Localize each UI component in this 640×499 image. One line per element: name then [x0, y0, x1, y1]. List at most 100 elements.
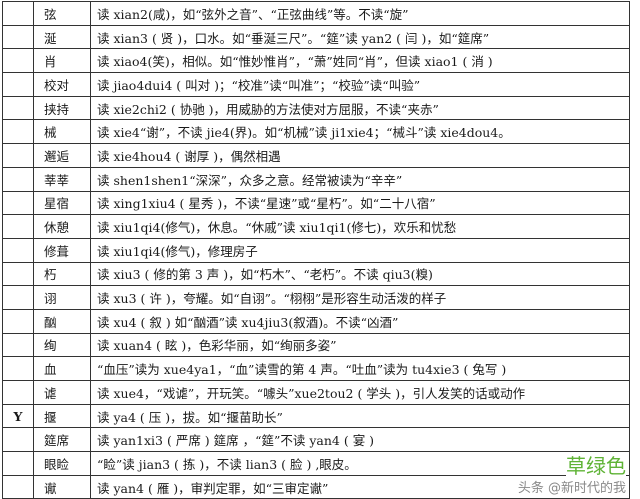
table-row: 莘莘 读 shen1shen1“深深”，众多之意。经常被读为“辛辛” — [2, 166, 630, 192]
row-note: 读 xiu1qi4(修气)，修理房子 — [97, 243, 258, 259]
row-letter-cell — [2, 1, 34, 26]
row-note: 读 xian3 ( 贤 )，口水。如“垂涎三尺”。“筵”读 yan2 ( 闫 )… — [97, 30, 490, 46]
row-note: 读 xie4“谢”，不读 jie4(界)。如“机械”读 ji1xie4；“械斗”… — [97, 125, 511, 141]
row-word: 肖 — [44, 54, 57, 70]
row-word: 酗 — [44, 314, 57, 330]
pronunciation-table: 弦 读 xian2(咸)，如“弦外之音”、“正弦曲线”等。不读“旋” 涎 读 xian… — [2, 1, 630, 499]
row-note: 读 yan4 ( 雁 )，审判定罪，如“三审定谳” — [97, 480, 329, 496]
table-row: 邂逅 读 xie4hou4 ( 谢厚 )，偶然相遇 — [2, 143, 630, 168]
row-word: 挟持 — [44, 101, 70, 117]
row-note: 读 xu3 ( 许 )，夸耀。如“自诩”。“栩栩”是形容生动活泼的样子 — [97, 291, 447, 307]
row-word-cell: 血 — [33, 356, 91, 381]
row-word-cell: 筵席 — [33, 427, 91, 453]
table-row: Y 揠 读 ya4 ( 压 )，拔。如“揠苗助长” — [2, 403, 630, 429]
table-row: 械 读 xie4“谢”，不读 jie4(界)。如“机械”读 ji1xie4；“械斗… — [2, 119, 630, 145]
row-note: “睑”读 jian3 ( 拣 )，不读 lian3 ( 脸 ) ,眼皮。 — [97, 456, 357, 472]
row-word: 谳 — [44, 480, 57, 496]
row-letter-cell — [2, 119, 34, 145]
row-note-cell: 读 xiu3 ( 修的第 3 声 )，如“朽木”、“老朽”。不读 qiu3(糗) — [90, 261, 630, 287]
row-letter-cell — [2, 261, 34, 287]
table-row: 挟持 读 xie2chi2 ( 协驰 )，用威胁的方法使对方屈服，不读“夹赤” — [2, 95, 630, 121]
table-row: 校对 读 jiao4dui4 ( 叫对 )；“校准”读“叫准”；“校验”读“叫验” — [2, 72, 630, 97]
row-word: 休憩 — [44, 220, 70, 236]
table-row: 诩 读 xu3 ( 许 )，夸耀。如“自诩”。“栩栩”是形容生动活泼的样子 — [2, 285, 630, 310]
row-note: 读 xue4，“戏谑”，开玩笑。“噱头”xue2tou2 ( 学头 )，引人发笑… — [97, 385, 526, 401]
row-note: 读 xiu3 ( 修的第 3 声 )，如“朽木”、“老朽”。不读 qiu3(糗) — [97, 267, 433, 283]
row-note: 读 xian2(咸)，如“弦外之音”、“正弦曲线”等。不读“旋” — [97, 6, 409, 22]
row-note-cell: 读 xu4 ( 叙 ) 如“酗酒”读 xu4jiu3(叙酒)。不读“凶酒” — [90, 308, 630, 334]
row-word-cell: 校对 — [33, 72, 91, 97]
row-word: 涎 — [44, 30, 57, 46]
row-word-cell: 休憩 — [33, 214, 91, 239]
row-word-cell: 械 — [33, 119, 91, 145]
row-note-cell: 读 xie4“谢”，不读 jie4(界)。如“机械”读 ji1xie4；“械斗”… — [90, 119, 630, 145]
row-letter: Y — [13, 408, 23, 424]
row-note: 读 xiu1qi4(修气)，休息。“休戚”读 xiu1qi1(修七)，欢乐和忧愁 — [97, 220, 457, 236]
row-letter-cell: Y — [2, 403, 34, 429]
row-word: 筵席 — [44, 433, 70, 449]
row-note: 读 shen1shen1“深深”，众多之意。经常被读为“辛辛” — [97, 172, 403, 188]
row-word: 校对 — [44, 77, 70, 93]
row-word: 眼睑 — [44, 456, 70, 472]
row-letter-cell — [2, 190, 34, 216]
row-word: 邂逅 — [44, 148, 70, 164]
row-word-cell: 谑 — [33, 380, 91, 405]
table-row: 筵席 读 yan1xi3 ( 严席 ) 筵席 ，“筵”不读 yan4 ( 宴 ) — [2, 427, 630, 453]
row-word-cell: 诩 — [33, 285, 91, 310]
row-letter-cell — [2, 285, 34, 310]
row-note-cell: 读 xuan4 ( 眩 )，色彩华丽，如“绚丽多姿” — [90, 332, 630, 358]
row-word-cell: 莘莘 — [33, 166, 91, 192]
row-letter-cell — [2, 474, 34, 499]
row-word-cell: 挟持 — [33, 95, 91, 121]
row-note-cell: 读 xian3 ( 贤 )，口水。如“垂涎三尺”。“筵”读 yan2 ( 闫 )… — [90, 24, 630, 50]
table-body: 弦 读 xian2(咸)，如“弦外之音”、“正弦曲线”等。不读“旋” 涎 读 xian… — [2, 1, 630, 499]
row-word-cell: 星宿 — [33, 190, 91, 216]
row-word: 血 — [44, 362, 57, 378]
row-note-cell: 读 jiao4dui4 ( 叫对 )；“校准”读“叫准”；“校验”读“叫验” — [90, 72, 630, 97]
row-note-cell: 读 xie4hou4 ( 谢厚 )，偶然相遇 — [90, 143, 630, 168]
row-word-cell: 修葺 — [33, 237, 91, 263]
watermark-overlay: 草绿色 — [566, 454, 626, 478]
row-word-cell: 弦 — [33, 1, 91, 26]
row-note-cell: “血压”读为 xue4ya1，“血”读雪的第 4 声。“吐血”读为 tu4xie… — [90, 356, 630, 381]
table-row: 酗 读 xu4 ( 叙 ) 如“酗酒”读 xu4jiu3(叙酒)。不读“凶酒” — [2, 308, 630, 334]
row-letter-cell — [2, 427, 34, 453]
row-word-cell: 朽 — [33, 261, 91, 287]
row-word-cell: 眼睑 — [33, 451, 91, 476]
row-note: 读 ya4 ( 压 )，拔。如“揠苗助长” — [97, 409, 283, 425]
row-note-cell: 读 xie2chi2 ( 协驰 )，用威胁的方法使对方屈服，不读“夹赤” — [90, 95, 630, 121]
row-note-cell: 读 ya4 ( 压 )，拔。如“揠苗助长” — [90, 403, 630, 429]
row-word: 揠 — [44, 409, 57, 425]
row-letter-cell — [2, 356, 34, 381]
table-row: 修葺 读 xiu1qi4(修气)，修理房子 — [2, 237, 630, 263]
row-letter-cell — [2, 308, 34, 334]
row-letter-cell — [2, 380, 34, 405]
table-row: 谳 读 yan4 ( 雁 )，审判定罪，如“三审定谳” — [2, 474, 630, 499]
table-row: 绚 读 xuan4 ( 眩 )，色彩华丽，如“绚丽多姿” — [2, 332, 630, 358]
row-letter-cell — [2, 237, 34, 263]
row-note: 读 jiao4dui4 ( 叫对 )；“校准”读“叫准”；“校验”读“叫验” — [97, 77, 421, 93]
row-word-cell: 酗 — [33, 308, 91, 334]
row-note: 读 xie2chi2 ( 协驰 )，用威胁的方法使对方屈服，不读“夹赤” — [97, 101, 439, 117]
row-note: 读 yan1xi3 ( 严席 ) 筵席 ，“筵”不读 yan4 ( 宴 ) — [97, 433, 375, 449]
row-note-cell: 读 xian2(咸)，如“弦外之音”、“正弦曲线”等。不读“旋” — [90, 1, 630, 26]
table-row: 涎 读 xian3 ( 贤 )，口水。如“垂涎三尺”。“筵”读 yan2 ( 闫 … — [2, 24, 630, 50]
table-row: 弦 读 xian2(咸)，如“弦外之音”、“正弦曲线”等。不读“旋” — [2, 1, 630, 26]
row-letter-cell — [2, 24, 34, 50]
row-word: 修葺 — [44, 243, 70, 259]
table-row: 休憩 读 xiu1qi4(修气)，休息。“休戚”读 xiu1qi1(修七)，欢乐和… — [2, 214, 630, 239]
row-letter-cell — [2, 143, 34, 168]
table-row: 血 “血压”读为 xue4ya1，“血”读雪的第 4 声。“吐血”读为 tu4xi… — [2, 356, 630, 381]
row-note-cell: 读 xing1xiu4 ( 星秀 )，不读“星速”或“星朽”。如“二十八宿” — [90, 190, 630, 216]
row-word-cell: 谳 — [33, 474, 91, 499]
table-row: 肖 读 xiao4(笑)，相似。如“惟妙惟肖”，“萧”姓同“肖”，但读 xiao1… — [2, 48, 630, 74]
row-note: 读 xu4 ( 叙 ) 如“酗酒”读 xu4jiu3(叙酒)。不读“凶酒” — [97, 314, 399, 330]
table-row: 朽 读 xiu3 ( 修的第 3 声 )，如“朽木”、“老朽”。不读 qiu3(糗… — [2, 261, 630, 287]
row-letter-cell — [2, 166, 34, 192]
row-word-cell: 肖 — [33, 48, 91, 74]
row-word-cell: 揠 — [33, 403, 91, 429]
row-word-cell: 邂逅 — [33, 143, 91, 168]
row-letter-cell — [2, 451, 34, 476]
watermark-text: 头条 @新时代的我 — [517, 481, 626, 496]
row-note-cell: 读 xu3 ( 许 )，夸耀。如“自诩”。“栩栩”是形容生动活泼的样子 — [90, 285, 630, 310]
